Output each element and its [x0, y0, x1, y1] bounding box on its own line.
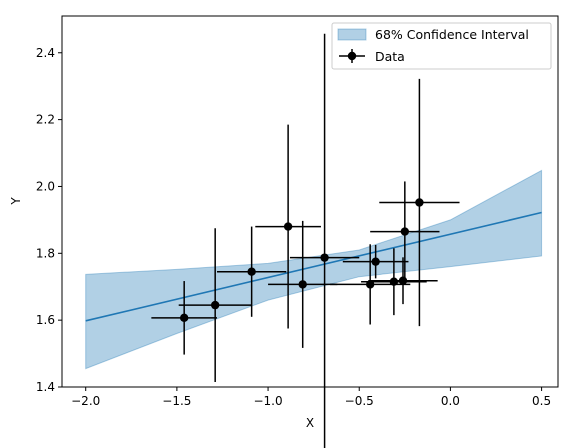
confidence-band — [85, 169, 543, 370]
x-tick-label: −2.0 — [71, 394, 100, 408]
x-tick-label: −1.5 — [162, 394, 191, 408]
x-tick-label: 0.5 — [532, 394, 551, 408]
legend: 68% Confidence Interval Data — [331, 22, 552, 70]
data-point — [379, 78, 460, 327]
legend-band-swatch — [337, 28, 367, 41]
data-point-marker — [179, 313, 189, 323]
data-point — [217, 226, 287, 317]
data-point — [370, 181, 440, 282]
x-tick-label: −1.0 — [253, 394, 282, 408]
data-point — [268, 220, 338, 348]
x-axis: −2.0 −1.5 −1.0 −0.5 0.0 0.5 — [71, 387, 551, 408]
fit-line — [85, 211, 542, 322]
data-point — [342, 244, 409, 279]
data-point — [255, 124, 321, 329]
data-point-marker — [283, 222, 293, 231]
y-tick-label: 1.4 — [36, 380, 55, 394]
data-point-marker — [389, 277, 399, 286]
data-point-marker — [371, 257, 380, 266]
legend-label-data: Data — [375, 49, 405, 64]
data-point-marker — [298, 280, 307, 289]
x-tick-label: −0.5 — [345, 394, 374, 408]
y-axis: 1.4 1.6 1.8 2.0 2.2 2.4 — [36, 46, 62, 394]
y-tick-label: 1.8 — [36, 246, 55, 260]
x-axis-label: X — [306, 416, 314, 430]
plot-area — [85, 33, 543, 448]
data-point-marker — [398, 276, 408, 285]
legend-box — [331, 22, 552, 70]
data-point-marker — [320, 253, 329, 262]
data-point — [361, 248, 427, 316]
data-point-marker — [247, 267, 256, 276]
data-point — [178, 228, 252, 382]
y-tick-label: 2.0 — [36, 179, 55, 193]
legend-label-confidence: 68% Confidence Interval — [375, 27, 529, 42]
data-point — [289, 33, 360, 448]
y-tick-label: 1.6 — [36, 313, 55, 327]
y-axis-label: Y — [9, 197, 23, 206]
data-point-marker — [210, 300, 220, 310]
x-tick-label: 0.0 — [441, 394, 460, 408]
plot-frame — [61, 15, 559, 388]
data-point — [151, 281, 217, 355]
y-tick-label: 2.4 — [36, 46, 55, 60]
data-point-marker — [415, 198, 424, 207]
y-tick-label: 2.2 — [36, 113, 55, 127]
data-point-marker — [400, 227, 410, 236]
legend-data-marker — [347, 51, 357, 61]
